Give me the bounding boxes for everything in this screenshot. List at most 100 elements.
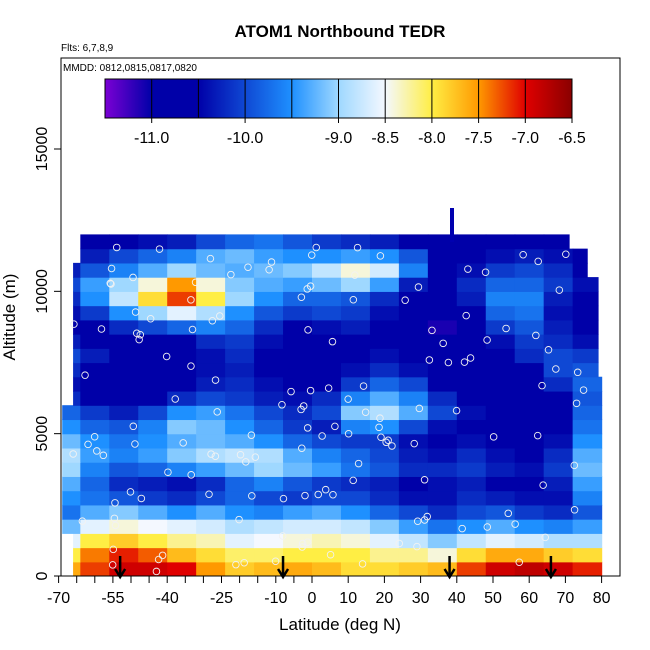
heatmap-cell — [283, 305, 313, 321]
x-axis: -70 -55 -40 -25 -10 0 10 20 30 40 50 60 70 80 — [47, 576, 611, 607]
heatmap-cell — [283, 405, 313, 421]
heatmap-cell — [80, 390, 110, 406]
heatmap-cell — [572, 319, 599, 335]
heatmap-cell — [167, 248, 197, 264]
heatmap-cell — [514, 234, 545, 250]
heatmap-cell — [62, 405, 81, 421]
x-tick-label: 20 — [376, 590, 394, 607]
heatmap-cell — [312, 319, 342, 335]
heatmap-cell — [283, 547, 313, 563]
observation-marker — [428, 326, 436, 335]
observation-marker — [154, 555, 163, 564]
observation-marker — [107, 264, 116, 273]
observation-marker — [236, 450, 245, 459]
heatmap-cell — [456, 476, 487, 492]
observation-marker — [187, 296, 195, 304]
heatmap-cell — [543, 405, 574, 421]
heatmap-cell — [427, 533, 458, 549]
heatmap-cell — [485, 490, 516, 506]
heatmap-cell — [225, 248, 255, 264]
heatmap-cell — [109, 533, 139, 549]
heatmap-cell — [312, 533, 342, 549]
heatmap-cell — [109, 504, 139, 520]
heatmap-cell — [312, 490, 342, 506]
heatmap-cell — [456, 319, 487, 335]
heatmap-cell — [543, 248, 574, 264]
heatmap-cell — [254, 533, 284, 549]
heatmap-cell — [485, 405, 516, 421]
heatmap-cell — [225, 305, 255, 321]
heatmap-cell — [427, 547, 458, 563]
heatmap-cell — [109, 462, 139, 477]
heatmap-cell — [283, 447, 313, 463]
heatmap-cell — [312, 234, 342, 250]
heatmap-cell — [514, 248, 545, 264]
heatmap-cell — [254, 305, 284, 321]
heatmap-cell — [456, 262, 487, 278]
observation-marker — [129, 273, 137, 282]
heatmap-cell — [254, 262, 284, 278]
observation-marker — [232, 560, 240, 569]
heatmap-cell — [572, 419, 603, 435]
observation-marker — [247, 431, 256, 439]
heatmap-cell — [196, 504, 226, 520]
heatmap-cell — [109, 490, 139, 506]
heatmap-cell — [340, 405, 371, 421]
heatmap-cell — [543, 476, 574, 492]
heatmap-cell — [427, 462, 458, 477]
observation-marker — [287, 387, 295, 396]
heatmap-cell — [485, 291, 516, 307]
observation-marker — [179, 439, 187, 447]
heatmap-cell — [80, 319, 110, 335]
observation-marker — [205, 490, 213, 498]
observation-marker — [301, 491, 309, 500]
heatmap-cell — [138, 547, 168, 563]
heatmap-cell — [369, 248, 400, 264]
heatmap-cell — [80, 334, 110, 349]
heatmap-cell — [196, 519, 226, 534]
heatmap-cell — [369, 390, 400, 406]
heatmap-cell — [514, 447, 545, 463]
heatmap-cell — [485, 234, 516, 250]
heatmap-cell — [283, 419, 313, 435]
heatmap-cell — [109, 419, 139, 435]
heatmap-cell — [225, 519, 255, 534]
observation-marker — [425, 356, 434, 364]
heatmap-cell — [80, 262, 110, 278]
observation-marker — [519, 250, 527, 259]
heatmap-cell — [572, 334, 599, 349]
heatmap-cell — [427, 490, 458, 506]
x-tick-label: -40 — [156, 590, 179, 607]
heatmap-cell — [80, 433, 110, 449]
heatmap-cell — [167, 462, 197, 477]
heatmap-cell — [514, 419, 545, 435]
x-tick-label: -25 — [210, 590, 233, 607]
heatmap-cell — [138, 348, 168, 364]
observation-marker — [552, 365, 560, 373]
heatmap-cell — [225, 405, 255, 421]
heatmap-cell — [312, 462, 342, 477]
heatmap-cell — [109, 248, 139, 264]
heatmap-cell — [109, 234, 139, 250]
observation-marker — [579, 386, 588, 394]
heatmap-cell — [485, 476, 516, 492]
heatmap-cell — [514, 519, 545, 534]
heatmap-cell — [485, 419, 516, 435]
observation-marker — [420, 476, 429, 484]
heatmap-cell — [427, 405, 458, 421]
heatmap-cell — [398, 561, 429, 576]
heatmap-cell — [543, 390, 574, 406]
heatmap-cell — [167, 262, 197, 278]
colorbar-ticks: -11.0 -10.0 -9.0 -8.5 -8.0 -7.5 -7.0 -6.5 — [134, 118, 586, 147]
heatmap-cell — [427, 305, 458, 321]
x-tick-label: 30 — [412, 590, 430, 607]
heatmap-cell — [167, 334, 197, 349]
heatmap-cell — [283, 262, 313, 278]
heatmap-cell — [167, 490, 197, 506]
heatmap-cell — [225, 547, 255, 563]
observation-markers — [69, 243, 588, 576]
observation-marker — [235, 515, 243, 524]
observation-marker — [162, 352, 171, 361]
heatmap-cell — [369, 348, 400, 364]
colorbar-tick-label: -10.0 — [227, 130, 264, 147]
